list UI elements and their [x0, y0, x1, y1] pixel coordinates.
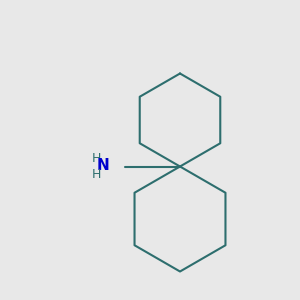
Text: H: H [91, 167, 101, 181]
Text: H: H [91, 152, 101, 165]
Text: N: N [97, 158, 110, 172]
